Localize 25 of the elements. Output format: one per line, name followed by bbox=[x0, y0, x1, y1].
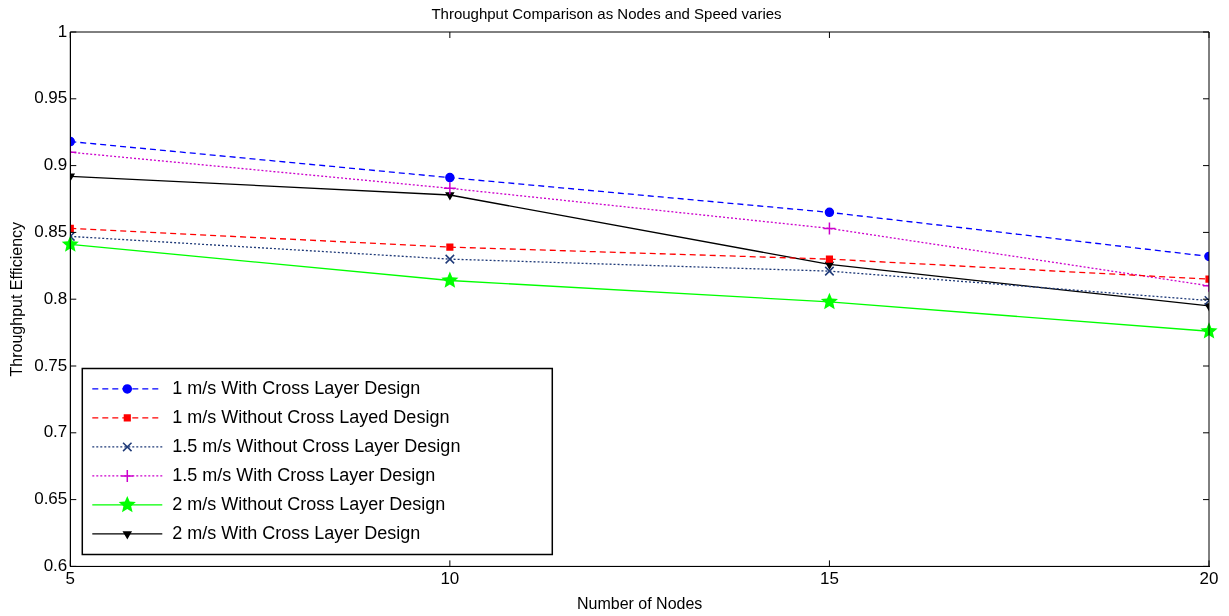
x-tick-label: 5 bbox=[65, 569, 76, 589]
y-tick-label: 0.75 bbox=[34, 355, 68, 375]
legend-label: 2 m/s Without Cross Layer Design bbox=[172, 493, 446, 514]
y-axis-title: Throughput Efficiency bbox=[8, 221, 26, 377]
legend-label: 1.5 m/s Without Cross Layer Design bbox=[172, 435, 461, 456]
y-tick-label: 0.95 bbox=[34, 88, 68, 108]
x-tick-label: 20 bbox=[1199, 569, 1219, 589]
legend-label: 1 m/s Without Cross Layed Design bbox=[172, 406, 450, 427]
legend-label: 1.5 m/s With Cross Layer Design bbox=[172, 464, 436, 485]
legend-label: 2 m/s With Cross Layer Design bbox=[172, 522, 421, 543]
point bbox=[445, 172, 455, 183]
x-tick-label: 15 bbox=[819, 569, 839, 589]
x-axis-title: Number of Nodes bbox=[576, 594, 703, 612]
point bbox=[446, 243, 454, 251]
y-tick-label: 0.85 bbox=[34, 222, 68, 242]
y-tick-label: 1 bbox=[57, 21, 68, 41]
point bbox=[820, 292, 838, 310]
y-tick-label: 0.65 bbox=[34, 489, 68, 509]
y-tick-label: 0.9 bbox=[43, 155, 68, 175]
point bbox=[441, 271, 459, 288]
y-tick-label: 0.8 bbox=[43, 288, 68, 308]
legend-label: 1 m/s With Cross Layer Design bbox=[172, 377, 421, 398]
y-tick-label: 0.7 bbox=[43, 422, 68, 442]
chart-title: Throughput Comparison as Nodes and Speed varies bbox=[431, 5, 782, 23]
x-tick-label: 10 bbox=[440, 569, 460, 589]
